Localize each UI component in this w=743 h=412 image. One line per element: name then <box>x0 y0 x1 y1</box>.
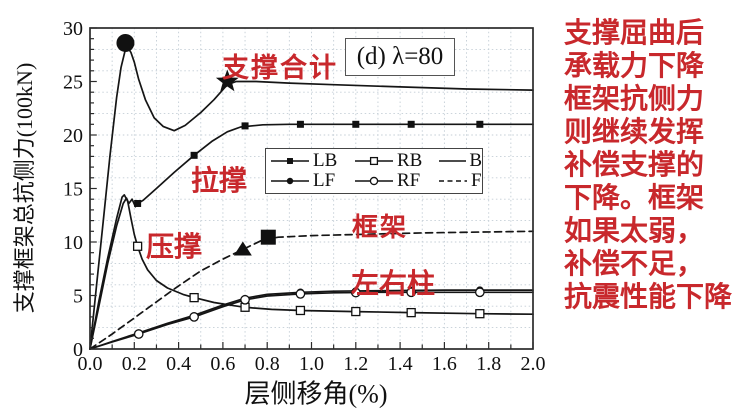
svg-text:1.2: 1.2 <box>343 353 368 375</box>
side-note-line: 如果太弱， <box>564 216 705 247</box>
legend-LB-icon <box>271 158 309 164</box>
series-LB <box>89 120 534 350</box>
side-note-line: 抗震性能下降 <box>564 282 733 313</box>
svg-text:30: 30 <box>63 18 83 40</box>
legend-item-B: B <box>438 150 482 172</box>
side-note-line: 补偿支撑的 <box>564 150 705 181</box>
svg-text:0: 0 <box>73 339 83 361</box>
legend-item-LF: LF <box>270 170 354 192</box>
legend-item-LB: LB <box>270 150 354 172</box>
legend-label: F <box>471 170 482 191</box>
legend-RB-icon <box>355 156 393 166</box>
legend-label: LB <box>313 150 338 171</box>
legend-item-RB: RB <box>354 150 438 172</box>
svg-text:15: 15 <box>63 179 83 201</box>
svg-text:0.4: 0.4 <box>166 353 191 375</box>
legend-RF-icon <box>355 176 393 186</box>
legend-B-icon <box>439 160 467 162</box>
condition-box: (d) λ=80 <box>345 38 455 76</box>
svg-text:0.6: 0.6 <box>210 353 235 375</box>
svg-text:1.4: 1.4 <box>388 353 413 375</box>
legend-items: LB RB B LF RF F <box>266 150 482 192</box>
series-F <box>89 230 534 350</box>
series-RF <box>89 287 534 350</box>
tick-labels: 0.0 0.2 0.4 0.6 0.8 1.0 1.2 1.4 1.6 1.8 2.0 0 5 10 15 2… <box>63 18 546 375</box>
label-compression-brace: 压撑 <box>146 232 203 263</box>
side-note-line: 框架抗侧力 <box>564 84 705 115</box>
legend-label: B <box>469 150 482 171</box>
legend: LB RB B LF RF F <box>265 148 483 194</box>
label-tension-brace: 拉撑 <box>191 166 248 197</box>
svg-text:0.8: 0.8 <box>255 353 280 375</box>
svg-text:0.2: 0.2 <box>122 353 147 375</box>
y-axis-label: 支撑框架总抗侧力(100kN) <box>12 62 37 314</box>
axis-ticks <box>89 27 534 350</box>
side-note-line: 则继续发挥 <box>564 117 705 148</box>
side-note-line: 下降。框架 <box>564 183 705 214</box>
side-note-line: 补偿不足， <box>564 249 705 280</box>
legend-LF-icon <box>271 177 309 185</box>
legend-label: RB <box>397 150 423 171</box>
legend-F-icon <box>439 180 467 182</box>
svg-text:0.0: 0.0 <box>78 353 103 375</box>
legend-item-F: F <box>438 170 482 192</box>
svg-text:1.0: 1.0 <box>299 353 324 375</box>
label-lr-columns: 左右柱 <box>351 269 436 300</box>
svg-text:5: 5 <box>73 286 83 308</box>
series-RB <box>89 194 534 350</box>
label-frame: 框架 <box>352 213 409 242</box>
x-axis-label: 层侧移角(%) <box>244 379 388 409</box>
legend-label: RF <box>397 170 421 191</box>
series-B <box>89 46 534 350</box>
svg-text:2.0: 2.0 <box>521 353 546 375</box>
side-note: 支撑屈曲后 承载力下降 框架抗侧力 则继续发挥 补偿支撑的 下降。框架 如果太弱， 补偿不足，… <box>564 17 743 314</box>
label-brace-total: 支撑合计 <box>222 53 338 83</box>
svg-text:1.8: 1.8 <box>476 353 501 375</box>
side-note-line: 承载力下降 <box>564 51 705 82</box>
side-note-line: 支撑屈曲后 <box>564 18 705 49</box>
svg-text:20: 20 <box>63 125 83 147</box>
svg-text:1.6: 1.6 <box>432 353 457 375</box>
svg-text:10: 10 <box>63 232 83 254</box>
legend-label: LF <box>313 170 336 191</box>
svg-text:25: 25 <box>63 72 83 94</box>
annotation-markers <box>116 33 276 256</box>
legend-item-RF: RF <box>354 170 438 192</box>
